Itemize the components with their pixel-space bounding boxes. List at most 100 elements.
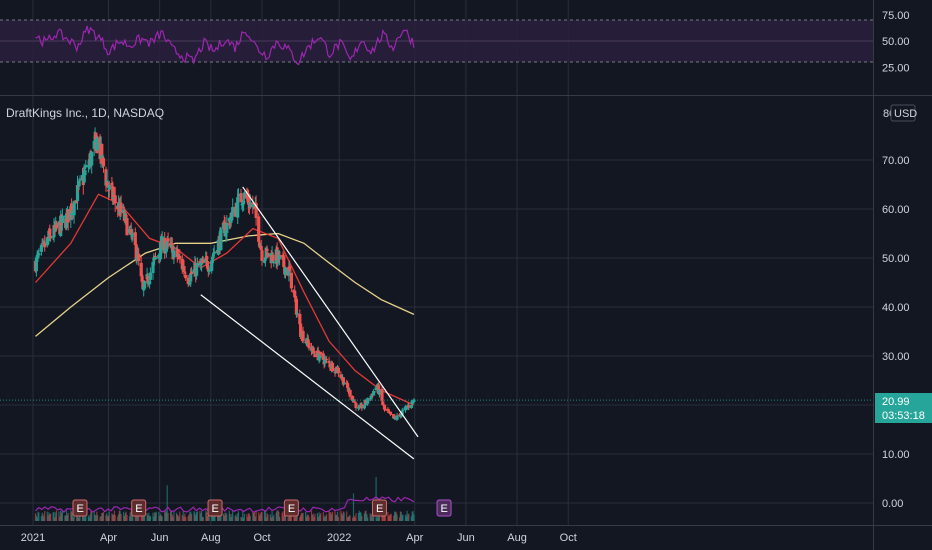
candle-body[interactable] — [362, 405, 366, 409]
candle-body[interactable] — [242, 192, 246, 199]
candle-body[interactable] — [127, 228, 132, 234]
candle-body[interactable] — [318, 352, 322, 359]
candle-body[interactable] — [377, 384, 381, 395]
candle-body[interactable] — [110, 183, 114, 186]
candle-body[interactable] — [289, 272, 293, 289]
candle-body[interactable] — [377, 389, 382, 395]
candle-body[interactable] — [42, 241, 46, 243]
currency-box[interactable]: 80 USD — [883, 104, 917, 122]
candle-body[interactable] — [70, 203, 74, 214]
candle-body[interactable] — [265, 248, 269, 252]
earnings-badge[interactable] — [283, 499, 299, 517]
candle-body[interactable] — [157, 254, 161, 259]
candle-body[interactable] — [222, 221, 226, 224]
candle-body[interactable] — [54, 223, 59, 229]
candle-body[interactable] — [298, 313, 302, 325]
candle-body[interactable] — [410, 400, 414, 405]
candle-body[interactable] — [257, 242, 262, 247]
candle-body[interactable] — [34, 257, 38, 272]
time-axis[interactable]: 2021 Apr Jun Aug Oct 2022 Apr Jun Aug Oct — [21, 532, 577, 544]
candle-body[interactable] — [205, 261, 210, 269]
candle-body[interactable] — [357, 406, 361, 409]
candle-body[interactable] — [94, 132, 98, 140]
candle-body[interactable] — [348, 390, 352, 397]
candle-body[interactable] — [299, 338, 303, 339]
candle-body[interactable] — [353, 401, 357, 403]
candle-body[interactable] — [82, 172, 86, 183]
candle-body[interactable] — [75, 200, 79, 204]
candle-body[interactable] — [104, 169, 108, 186]
candle-body[interactable] — [219, 228, 223, 251]
candle-body[interactable] — [205, 256, 209, 260]
candle-body[interactable] — [236, 194, 241, 197]
candle-body[interactable] — [288, 270, 293, 272]
candle-body[interactable] — [190, 271, 194, 275]
candle-body[interactable] — [101, 155, 105, 159]
candle-body[interactable] — [75, 185, 80, 201]
price-pane[interactable] — [0, 127, 873, 460]
candle-body[interactable] — [381, 401, 385, 405]
trendline[interactable] — [242, 186, 419, 438]
candle-body[interactable] — [351, 396, 355, 401]
candle-body[interactable] — [148, 272, 152, 280]
candle-body[interactable] — [43, 242, 47, 248]
candle-body[interactable] — [175, 248, 179, 257]
candle-body[interactable] — [389, 413, 393, 415]
candle-body[interactable] — [84, 165, 88, 168]
candle-body[interactable] — [346, 383, 350, 388]
candle-body[interactable] — [146, 276, 150, 284]
candle-body[interactable] — [210, 256, 215, 260]
candle-body[interactable] — [262, 260, 267, 263]
candle-body[interactable] — [271, 254, 275, 261]
candle-body[interactable] — [248, 202, 252, 208]
candle-body[interactable] — [327, 360, 331, 364]
candle-body[interactable] — [204, 258, 208, 263]
earnings-badge[interactable] — [436, 499, 452, 517]
candle-body[interactable] — [125, 218, 129, 236]
candle-body[interactable] — [266, 252, 270, 257]
candle-body[interactable] — [409, 405, 413, 408]
candle-body[interactable] — [113, 195, 117, 204]
candle-body[interactable] — [366, 398, 370, 404]
candle-body[interactable] — [299, 323, 303, 337]
candle-body[interactable] — [133, 232, 137, 245]
candle-body[interactable] — [119, 202, 123, 212]
candle-body[interactable] — [72, 201, 76, 216]
candle-body[interactable] — [160, 236, 164, 251]
candle-body[interactable] — [407, 405, 411, 408]
candle-body[interactable] — [351, 400, 356, 402]
candle-body[interactable] — [153, 256, 158, 258]
candle-body[interactable] — [207, 269, 211, 272]
candle-body[interactable] — [230, 212, 234, 221]
candle-body[interactable] — [294, 296, 298, 299]
rsi-pane[interactable]: 75.00 50.00 25.00 — [0, 10, 910, 75]
candle-body[interactable] — [317, 356, 321, 361]
candle-body[interactable] — [301, 331, 305, 342]
earnings-badge[interactable] — [131, 499, 147, 517]
candle-body[interactable] — [295, 313, 299, 315]
candle-body[interactable] — [400, 411, 404, 415]
candle-body[interactable] — [142, 286, 146, 291]
rsi-line[interactable] — [35, 25, 415, 66]
candle-body[interactable] — [83, 170, 87, 176]
candle-body[interactable] — [316, 350, 320, 361]
candle-body[interactable] — [311, 348, 315, 352]
candle-body[interactable] — [339, 374, 343, 378]
candle-body[interactable] — [323, 359, 327, 364]
candle-body[interactable] — [86, 165, 90, 168]
candle-body[interactable] — [236, 197, 240, 218]
candle-body[interactable] — [143, 280, 147, 289]
candle-body[interactable] — [128, 226, 132, 228]
candle-body[interactable] — [200, 263, 204, 265]
ma-fast-line[interactable] — [35, 193, 415, 406]
candle-body[interactable] — [180, 258, 184, 270]
candle-body[interactable] — [151, 261, 155, 273]
candle-body[interactable] — [195, 263, 199, 267]
candle-body[interactable] — [375, 385, 379, 389]
candle-body[interactable] — [239, 193, 243, 203]
candle-body[interactable] — [330, 362, 335, 372]
candle-body[interactable] — [280, 255, 284, 258]
candle-body[interactable] — [106, 190, 111, 192]
candle-body[interactable] — [382, 404, 387, 410]
